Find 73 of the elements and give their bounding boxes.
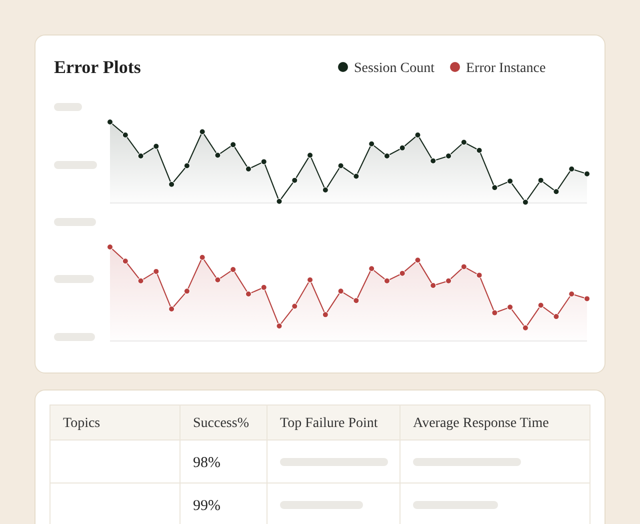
point <box>199 128 206 135</box>
point <box>553 313 560 320</box>
point <box>106 244 114 250</box>
point <box>276 322 282 330</box>
point <box>399 144 406 152</box>
chart-title: Error Plots <box>54 57 141 77</box>
text: 99% <box>193 498 220 514</box>
text: Average Response Time <box>413 416 549 431</box>
point <box>584 296 590 302</box>
point <box>353 173 360 180</box>
text: Topics <box>63 416 100 431</box>
point <box>460 264 468 270</box>
point <box>138 278 144 284</box>
point <box>522 324 529 331</box>
point <box>568 166 575 172</box>
point <box>460 139 468 146</box>
point <box>384 152 390 160</box>
point <box>292 303 298 310</box>
point <box>568 290 575 298</box>
point <box>199 254 206 260</box>
point <box>322 312 329 318</box>
legend-label: Error Instance <box>466 61 546 76</box>
point <box>476 147 482 154</box>
point <box>445 278 452 284</box>
point <box>122 258 128 264</box>
point <box>184 162 190 169</box>
point <box>538 177 544 184</box>
point <box>260 158 267 165</box>
point <box>138 152 144 160</box>
text: Success% <box>193 416 250 431</box>
point <box>153 143 160 150</box>
point <box>153 268 160 275</box>
point <box>276 198 282 204</box>
text: 98% <box>193 455 220 471</box>
text: Top Failure Point <box>280 416 378 431</box>
point <box>506 304 514 310</box>
point <box>553 188 560 195</box>
point <box>306 152 314 158</box>
point <box>414 257 421 264</box>
point <box>492 184 498 191</box>
point <box>368 266 375 272</box>
point <box>414 132 421 138</box>
point <box>338 162 344 169</box>
point <box>306 276 314 283</box>
point <box>506 178 514 184</box>
point <box>445 152 452 160</box>
point <box>214 276 221 283</box>
point <box>245 290 252 298</box>
point <box>476 272 482 278</box>
point <box>430 158 436 164</box>
legend-label: Session Count <box>354 61 435 76</box>
point <box>230 266 236 273</box>
point <box>322 186 329 194</box>
point <box>260 284 267 291</box>
point <box>168 181 175 188</box>
point <box>338 288 344 294</box>
point <box>492 310 498 316</box>
point <box>184 288 190 294</box>
point <box>384 278 390 284</box>
point <box>368 140 375 147</box>
point <box>245 166 252 172</box>
point <box>230 142 236 148</box>
point <box>292 177 298 184</box>
point <box>168 306 175 312</box>
point <box>353 297 360 304</box>
point <box>584 170 590 177</box>
point <box>522 199 529 206</box>
point <box>214 152 221 158</box>
point <box>430 282 436 289</box>
point <box>538 302 544 308</box>
point <box>106 118 114 126</box>
point <box>122 132 128 138</box>
point <box>399 270 406 276</box>
